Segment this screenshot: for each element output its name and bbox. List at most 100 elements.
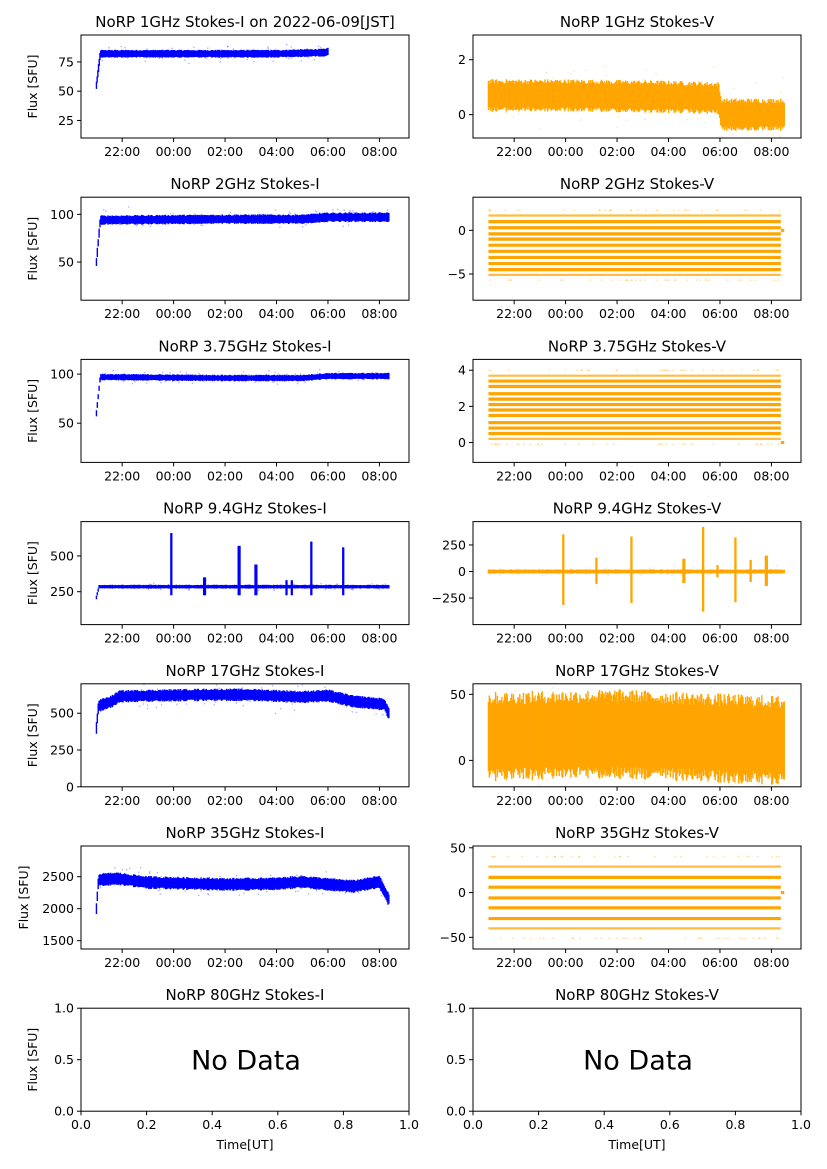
data-point bbox=[164, 380, 166, 383]
data-point bbox=[759, 126, 762, 129]
data-point bbox=[321, 691, 324, 694]
data-point bbox=[384, 587, 387, 589]
data-point bbox=[99, 886, 102, 888]
data-point bbox=[260, 883, 263, 885]
data-point bbox=[203, 702, 206, 705]
data-point bbox=[142, 698, 145, 701]
data-point bbox=[749, 573, 752, 576]
data-point bbox=[219, 51, 222, 54]
data-point bbox=[630, 109, 633, 112]
outlier-point bbox=[507, 369, 510, 372]
data-point bbox=[273, 589, 276, 592]
data-point bbox=[185, 703, 188, 705]
data-point bbox=[489, 680, 491, 682]
data-point bbox=[610, 102, 613, 105]
outlier-point bbox=[705, 279, 708, 282]
data-point bbox=[128, 867, 131, 870]
outlier-point bbox=[615, 369, 618, 372]
data-point bbox=[350, 588, 353, 591]
outlier-point bbox=[542, 937, 545, 940]
data-point bbox=[304, 881, 307, 884]
outlier-point bbox=[738, 443, 740, 446]
data-point bbox=[540, 105, 542, 107]
data-point bbox=[290, 51, 292, 54]
data-point bbox=[758, 785, 761, 787]
outlier-point bbox=[716, 937, 719, 940]
data-point bbox=[720, 749, 723, 752]
x-tick-label: 08:00 bbox=[753, 793, 789, 808]
data-point bbox=[129, 220, 132, 222]
data-point bbox=[383, 707, 385, 710]
data-point bbox=[147, 588, 150, 590]
data-point bbox=[773, 124, 776, 126]
data-point bbox=[581, 734, 584, 736]
data-point bbox=[622, 570, 624, 572]
data-point bbox=[175, 703, 178, 706]
data-point bbox=[328, 695, 331, 697]
data-point bbox=[181, 692, 184, 695]
data-point bbox=[310, 690, 313, 692]
data-point bbox=[325, 586, 328, 589]
data-point bbox=[669, 103, 671, 106]
outlier-point bbox=[705, 279, 708, 282]
data-point bbox=[774, 659, 776, 661]
data-point bbox=[185, 371, 188, 374]
outlier-point bbox=[661, 443, 663, 446]
subplot-title: NoRP 2GHz Stokes-I bbox=[170, 175, 319, 193]
data-point bbox=[629, 732, 632, 735]
data-point bbox=[188, 588, 191, 591]
data-point bbox=[166, 49, 169, 51]
data-point bbox=[363, 882, 366, 884]
data-point bbox=[181, 375, 183, 378]
data-point bbox=[533, 735, 535, 737]
data-point bbox=[123, 695, 126, 698]
data-point bbox=[348, 378, 350, 381]
data-point bbox=[685, 571, 688, 574]
axes-frame bbox=[80, 683, 410, 788]
data-point bbox=[247, 379, 250, 382]
data-point bbox=[191, 382, 194, 385]
data-point bbox=[278, 55, 281, 58]
outlier-point bbox=[561, 855, 564, 858]
outlier-point bbox=[504, 209, 507, 212]
data-point bbox=[623, 569, 626, 571]
data-point bbox=[331, 690, 334, 693]
data-point bbox=[315, 696, 318, 698]
x-axis-label: Time[UT] bbox=[215, 1137, 273, 1152]
x-tick-label: 06:00 bbox=[310, 955, 346, 970]
x-tick-label: 06:00 bbox=[702, 144, 738, 159]
x-tick-label: 08:00 bbox=[753, 144, 789, 159]
data-point bbox=[359, 697, 362, 699]
data-point bbox=[368, 215, 370, 217]
data-point bbox=[156, 871, 159, 874]
data-point bbox=[163, 585, 166, 587]
outlier-point bbox=[740, 369, 743, 372]
data-point bbox=[762, 568, 764, 571]
data-point bbox=[765, 568, 768, 570]
data-point bbox=[360, 375, 363, 378]
data-point bbox=[666, 573, 669, 575]
data-point bbox=[112, 699, 114, 702]
outlier-point bbox=[529, 443, 532, 446]
data-point bbox=[249, 700, 252, 703]
data-point bbox=[570, 73, 572, 76]
data-point bbox=[323, 218, 326, 221]
data-point bbox=[144, 60, 146, 63]
data-point bbox=[373, 212, 375, 214]
data-point bbox=[298, 54, 301, 56]
data-point bbox=[177, 381, 180, 384]
data-point bbox=[354, 585, 356, 588]
data-point bbox=[152, 582, 155, 585]
data-point bbox=[320, 46, 322, 49]
subplot-8: NoRP 17GHz Stokes-I 0 250 500 22:00 00:00 02:0… bbox=[25, 662, 410, 808]
data-point bbox=[205, 218, 207, 220]
subplot-title: NoRP 35GHz Stokes-V bbox=[555, 824, 720, 842]
data-point bbox=[560, 568, 563, 571]
data-point bbox=[243, 54, 245, 56]
data-point bbox=[378, 588, 381, 591]
data-point bbox=[140, 688, 143, 691]
data-point bbox=[246, 379, 248, 381]
x-tick-label: 22:00 bbox=[496, 306, 532, 321]
subplot-title: NoRP 17GHz Stokes-V bbox=[555, 662, 720, 680]
data-point bbox=[189, 218, 191, 221]
